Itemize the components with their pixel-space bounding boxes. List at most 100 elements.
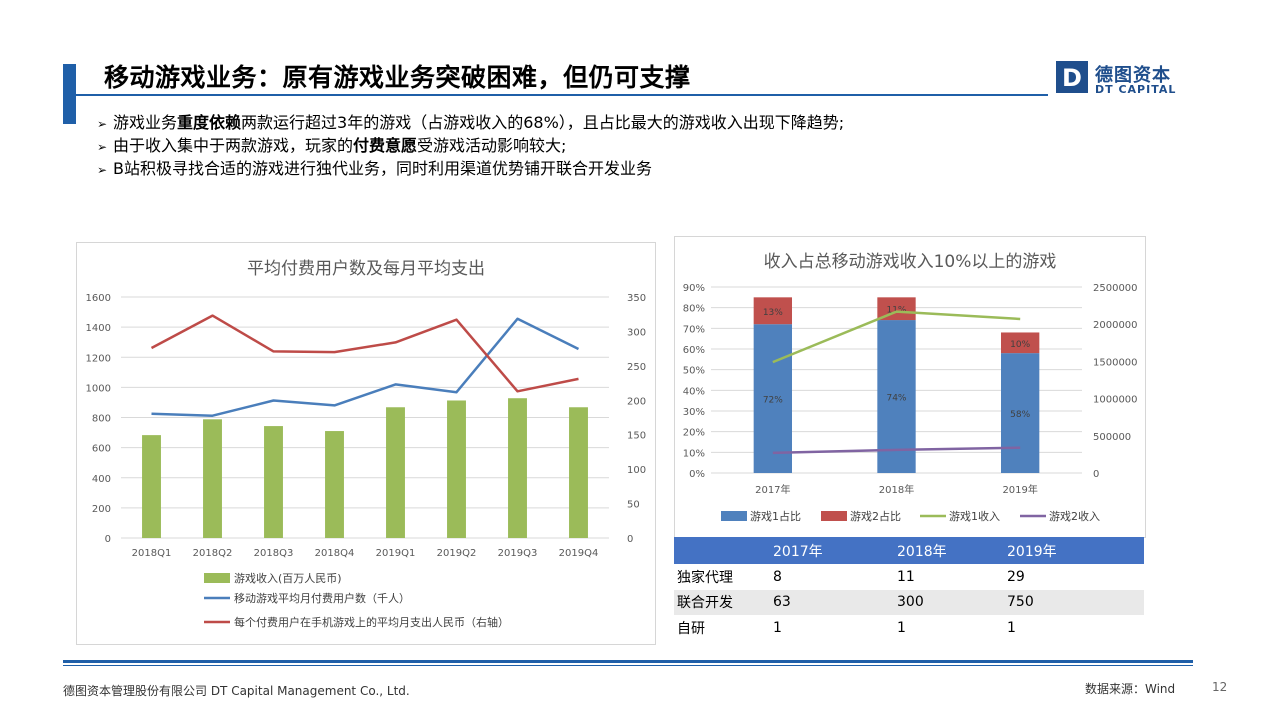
bullet-emphasis: 重度依赖 — [177, 113, 242, 132]
y-tick-label: 70% — [683, 324, 705, 335]
y-tick-label: 200 — [92, 504, 111, 515]
x-tick-label: 2019Q3 — [498, 548, 538, 559]
line-game1-revenue — [772, 310, 1021, 364]
y-tick-label: 600 — [92, 444, 111, 455]
y-tick-label: 800 — [92, 414, 111, 425]
bullet-text: 两款运行超过3年的游戏（占游戏收入的68%），且占比最大的游戏收入出现下降趋势; — [241, 113, 845, 132]
bar-game2-share — [753, 297, 793, 325]
bar-game2-share — [1000, 332, 1040, 354]
y-tick-label: 1400 — [86, 323, 111, 334]
business-model-table: 2017年 2018年 2019年 独家代理 8 11 29 联合开发 63 3… — [674, 537, 1144, 641]
y-tick-label: 30% — [683, 407, 705, 418]
y2-tick-label: 150 — [627, 431, 646, 442]
legend-game1-share-swatch — [721, 511, 747, 521]
y-tick-label: 50% — [683, 366, 705, 377]
bullet-text: 受游戏活动影响较大; — [417, 136, 567, 155]
chart-title: 平均付费用户数及每月平均支出 — [247, 259, 485, 279]
bullet-text: 由于收入集中于两款游戏，玩家的 — [113, 136, 354, 155]
table-header-cell: 2017年 — [773, 537, 897, 564]
bar-game1-share — [877, 320, 916, 473]
table-row-label: 独家代理 — [677, 569, 733, 586]
y-tick-label: 0 — [105, 534, 111, 545]
table-row: 联合开发 63 300 750 — [674, 589, 1144, 615]
bar-game1-share — [1000, 353, 1040, 473]
y2-tick-label: 50 — [627, 500, 640, 511]
y-tick-label: 60% — [683, 345, 705, 356]
data-label-game1: 58% — [1010, 410, 1030, 420]
y2-tick-label: 300 — [627, 327, 646, 338]
bar-game1-share — [753, 324, 793, 473]
chart-panel-left: 平均付费用户数及每月平均支出 0 200 400 600 800 1000 1200 1400 1… — [76, 242, 656, 645]
legend-game2-share-swatch — [821, 511, 847, 521]
line-paying-users — [151, 317, 580, 417]
data-label-game2: 13% — [763, 308, 783, 318]
logo-text-cn: 德图资本 — [1095, 65, 1171, 86]
y-tick-label: 20% — [683, 428, 705, 439]
line-avg-spend — [150, 314, 579, 393]
bullet-item: ➢ 由于收入集中于两款游戏，玩家的付费意愿受游戏活动影响较大; — [97, 135, 844, 158]
table-header-cell — [674, 537, 773, 564]
legend-game1-revenue-label: 游戏1收入 — [949, 509, 1000, 523]
legend-game2-revenue-label: 游戏2收入 — [1049, 509, 1100, 523]
y2-tick-label: 2000000 — [1093, 320, 1138, 331]
x-tick-label: 2019Q1 — [376, 548, 416, 559]
legend-line-spend-label: 每个付费用户在手机游戏上的平均月支出人民币（右轴） — [234, 615, 509, 629]
table-cell: 1 — [773, 619, 782, 636]
bullet-text: 游戏业务 — [113, 113, 178, 132]
table-cell: 8 — [773, 568, 782, 585]
table-cell: 11 — [897, 568, 915, 585]
y-tick-label: 40% — [683, 386, 705, 397]
bar-game-revenue — [569, 407, 588, 538]
bar-game-revenue — [386, 407, 405, 538]
legend-bar-revenue-label: 游戏收入(百万人民币) — [234, 571, 342, 585]
y-tick-label: 0% — [689, 469, 705, 480]
bar-game-revenue — [508, 398, 527, 538]
legend-bar-revenue-swatch — [204, 573, 230, 583]
table-row-label: 联合开发 — [674, 589, 773, 615]
y-tick-label: 1000 — [86, 383, 111, 394]
table-cell: 300 — [897, 589, 1007, 615]
logo-mark: D — [1062, 64, 1082, 92]
y2-tick-label: 2500000 — [1093, 283, 1138, 294]
data-label-game2: 10% — [1010, 340, 1030, 350]
table-cell: 63 — [773, 589, 897, 615]
footer-company: 德图资本管理股份有限公司 DT Capital Management Co., … — [63, 684, 410, 698]
footer-divider — [63, 660, 1193, 663]
bullet-text: B站积极寻找合适的游戏进行独代业务，同时利用渠道优势铺开联合开发业务 — [113, 159, 652, 178]
x-tick-label: 2018Q1 — [132, 548, 172, 559]
bullet-marker: ➢ — [97, 140, 108, 154]
legend-game2-share-label: 游戏2占比 — [850, 509, 901, 523]
table-row: 独家代理 8 11 29 — [674, 564, 1144, 590]
chart-top-games: 收入占总移动游戏收入10%以上的游戏 0% 10% 20% 30% 40% 50% 60% 70… — [683, 252, 1138, 523]
y2-tick-label: 350 — [627, 293, 646, 304]
y2-tick-label: 0 — [1093, 469, 1099, 480]
company-logo: D 德图资本 DT CAPITAL — [1056, 61, 1176, 97]
x-tick-label: 2019年 — [1002, 483, 1037, 496]
bar-game-revenue — [325, 431, 344, 538]
y-tick-label: 80% — [683, 304, 705, 315]
table-cell: 750 — [1007, 589, 1144, 615]
bullet-item: ➢ B站积极寻找合适的游戏进行独代业务，同时利用渠道优势铺开联合开发业务 — [97, 158, 844, 181]
chart-panel-right: 收入占总移动游戏收入10%以上的游戏 0% 10% 20% 30% 40% 50% 60% 70… — [674, 236, 1146, 538]
y-tick-label: 90% — [683, 283, 705, 294]
bullet-marker: ➢ — [97, 117, 108, 131]
table-row-label: 自研 — [677, 620, 705, 637]
y2-tick-label: 100 — [627, 465, 646, 476]
x-tick-label: 2019Q2 — [437, 548, 477, 559]
bar-game-revenue — [203, 419, 222, 538]
logo-text-en: DT CAPITAL — [1095, 83, 1177, 96]
table-header-cell: 2018年 — [897, 537, 1007, 564]
x-tick-label: 2019Q4 — [559, 548, 599, 559]
line-game2-revenue — [772, 446, 1021, 455]
data-source: 数据来源：Wind — [1085, 682, 1176, 696]
x-tick-label: 2018Q3 — [254, 548, 294, 559]
bullet-marker: ➢ — [97, 163, 108, 177]
data-label-game1: 72% — [763, 396, 783, 406]
page-title: 移动游戏业务：原有游戏业务突破困难，但仍可支撑 — [104, 63, 691, 92]
y-tick-label: 400 — [92, 474, 111, 485]
bullet-list: ➢ 游戏业务重度依赖两款运行超过3年的游戏（占游戏收入的68%），且占比最大的游戏… — [97, 112, 844, 181]
y-tick-label: 1600 — [86, 293, 111, 304]
y2-tick-label: 0 — [627, 534, 633, 545]
table-cell: 1 — [897, 619, 906, 636]
y-tick-label: 10% — [683, 448, 705, 459]
